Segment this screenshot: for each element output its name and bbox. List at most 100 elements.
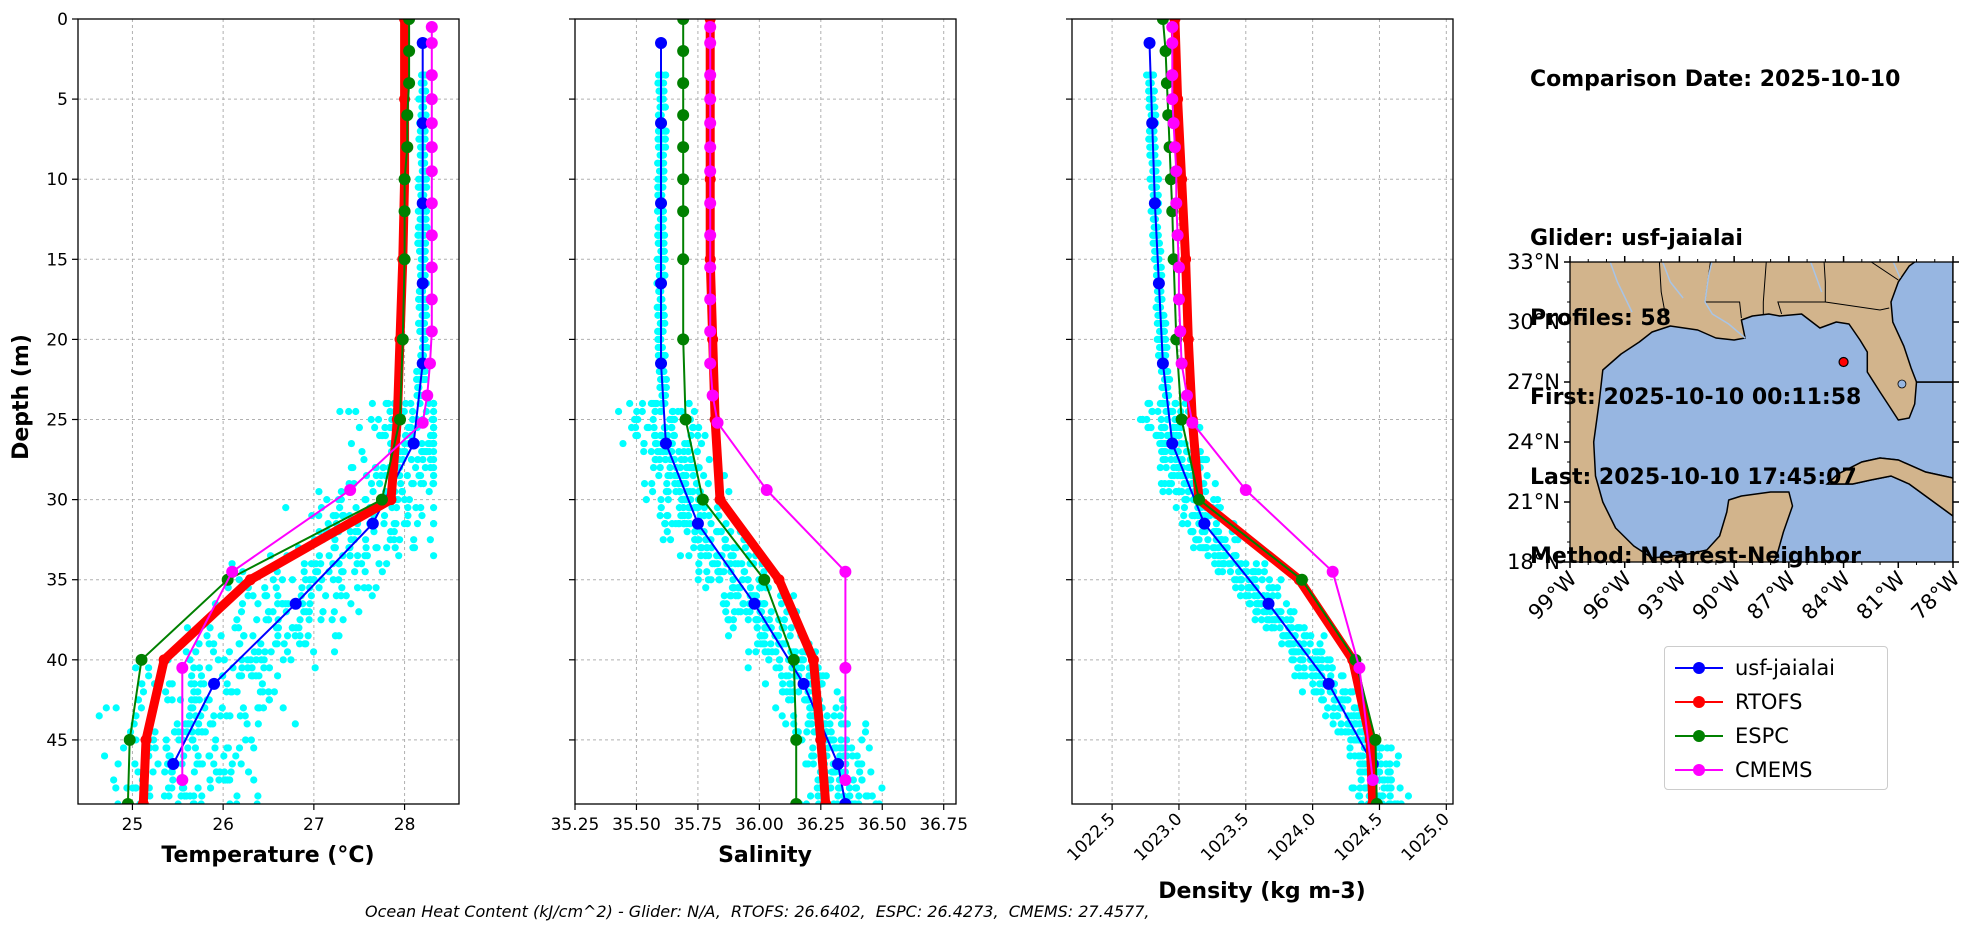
glider-cloud-point — [1227, 560, 1235, 568]
lon-tick-label: 78°W — [1907, 566, 1965, 624]
data-point-cmems — [425, 141, 438, 154]
glider-cloud-point — [1265, 576, 1273, 584]
glider-cloud-point — [279, 704, 287, 712]
glider-cloud-point — [738, 576, 747, 584]
glider-cloud-point — [1203, 471, 1211, 480]
glider-cloud-point — [1184, 520, 1192, 528]
glider-cloud-point — [1393, 760, 1401, 768]
glider-cloud-point — [114, 800, 122, 804]
glider-cloud-point — [226, 712, 234, 720]
glider-cloud-point — [187, 680, 195, 688]
glider-cloud-point — [822, 672, 830, 680]
data-point-espc — [677, 77, 690, 90]
data-point-espc — [1159, 45, 1172, 58]
glider-cloud-point — [668, 407, 676, 416]
glider-cloud-point — [391, 544, 399, 552]
legend-label-espc: ESPC — [1735, 724, 1789, 748]
glider-cloud-point — [226, 776, 234, 784]
glider-cloud-point — [400, 496, 409, 504]
glider-cloud-point — [1404, 792, 1413, 800]
glider-cloud-point — [421, 463, 429, 472]
glider-cloud-point — [287, 656, 295, 664]
glider-cloud-point — [227, 768, 235, 776]
data-point-usf-jaialai — [655, 37, 668, 50]
glider-cloud-point — [190, 696, 199, 704]
glider-cloud-point — [430, 455, 438, 464]
glider-cloud-point — [1211, 560, 1219, 568]
glider-cloud-point — [830, 800, 838, 804]
state-border — [1762, 262, 1767, 314]
glider-cloud-point — [309, 648, 318, 656]
glider-cloud-point — [672, 520, 680, 528]
data-point-rtofs — [807, 654, 819, 666]
glider-cloud-point — [1212, 520, 1220, 528]
data-point-cmems — [1166, 21, 1179, 34]
data-point-espc — [1156, 19, 1169, 25]
glider-cloud-point — [269, 576, 277, 584]
glider-cloud-point — [697, 439, 706, 448]
series-rtofs — [704, 19, 832, 804]
state-border — [1825, 301, 1890, 311]
glider-cloud-point — [707, 576, 715, 584]
glider-cloud-point — [304, 632, 312, 640]
data-point-cmems — [1180, 389, 1193, 402]
series-espc — [677, 19, 803, 804]
glider-cloud-point — [786, 632, 794, 640]
glider-cloud-point — [110, 776, 118, 784]
data-point-cmems — [1166, 37, 1179, 50]
glider-cloud-point — [420, 375, 429, 384]
glider-cloud-point — [654, 175, 662, 183]
data-point-cmems — [1168, 141, 1181, 154]
glider-cloud-point — [139, 688, 148, 696]
glider-cloud-point — [363, 552, 371, 560]
glider-cloud-point — [409, 407, 417, 416]
glider-cloud-point — [378, 568, 386, 576]
glider-cloud-point — [315, 488, 323, 496]
glider-cloud-point — [1286, 640, 1294, 648]
glider-cloud-point — [806, 792, 815, 800]
glider-cloud-point — [1348, 784, 1356, 792]
glider-cloud-point — [254, 792, 262, 800]
glider-cloud-point — [288, 624, 296, 632]
glider-cloud-point — [254, 720, 262, 728]
glider-cloud-point — [683, 463, 691, 472]
legend-item-cmems: CMEMS — [1673, 753, 1879, 787]
glider-cloud-point — [185, 712, 194, 720]
glider-cloud-point — [1323, 656, 1332, 664]
glider-cloud-point — [368, 399, 376, 408]
glider-cloud-point — [1277, 608, 1285, 616]
glider-cloud-point — [1384, 776, 1392, 784]
glider-cloud-point — [666, 463, 674, 472]
glider-cloud-point — [395, 536, 404, 544]
glider-cloud-point — [379, 463, 387, 472]
glider-cloud-point — [415, 287, 424, 295]
glider-cloud-point — [780, 616, 789, 624]
glider-cloud-point — [782, 720, 790, 728]
glider-cloud-point — [398, 488, 406, 496]
glider-cloud-point — [1291, 672, 1299, 680]
glider-cloud-point — [626, 399, 634, 408]
glider-cloud-point — [190, 664, 198, 672]
glider-cloud-point — [415, 175, 423, 183]
lat-tick-label: 30°N — [1507, 310, 1560, 334]
glider-cloud-point — [336, 407, 344, 416]
glider-cloud-point — [753, 640, 762, 648]
glider-cloud-point — [261, 584, 269, 592]
glider-cloud-point — [1253, 608, 1262, 616]
glider-cloud-point — [660, 247, 668, 255]
glider-cloud-point — [1375, 768, 1384, 776]
data-point-espc — [398, 253, 411, 266]
glider-cloud-point — [645, 423, 653, 432]
glider-cloud-point — [165, 752, 173, 760]
glider-cloud-point — [305, 616, 313, 624]
glider-cloud-point — [659, 536, 667, 544]
y-tick-label: 20 — [46, 330, 68, 350]
glider-cloud-point — [244, 664, 252, 672]
legend-swatch-espc — [1675, 730, 1723, 742]
glider-cloud-point — [197, 680, 205, 688]
glider-cloud-point — [787, 680, 795, 688]
glider-cloud-point — [696, 544, 705, 552]
glider-cloud-point — [1204, 552, 1212, 560]
glider-cloud-point — [284, 600, 292, 608]
glider-cloud-point — [279, 656, 287, 664]
